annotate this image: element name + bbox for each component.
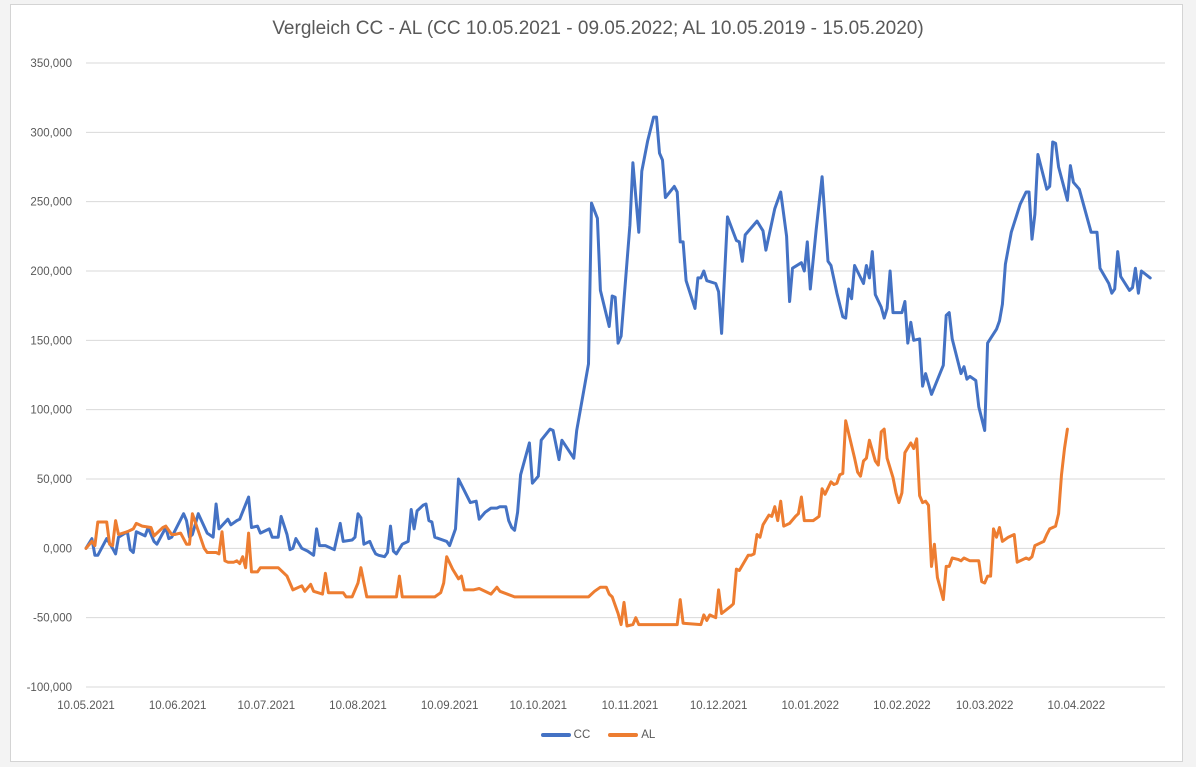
legend: CC AL bbox=[0, 729, 1196, 741]
y-tick-label: 150,000 bbox=[30, 335, 72, 347]
legend-item-cc[interactable]: CC bbox=[540, 729, 591, 741]
x-tick-label: 10.11.2021 bbox=[602, 700, 659, 712]
x-tick-label: 10.03.2022 bbox=[956, 700, 1014, 712]
x-tick-label: 10.07.2021 bbox=[238, 700, 296, 712]
gridlines bbox=[86, 62, 1165, 688]
x-tick-label: 10.04.2022 bbox=[1048, 700, 1106, 712]
legend-swatch-cc bbox=[540, 733, 571, 737]
x-tick-label: 10.06.2021 bbox=[149, 700, 207, 712]
x-tick-label: 10.02.2022 bbox=[873, 700, 931, 712]
legend-label-cc: CC bbox=[573, 729, 591, 741]
y-tick-label: 250,000 bbox=[30, 197, 72, 209]
y-tick-label: 100,000 bbox=[30, 405, 72, 417]
x-tick-label: 10.01.2022 bbox=[781, 700, 839, 712]
x-axis-ticks: 10.05.2021 10.06.2021 10.07.2021 10.08.2021… bbox=[57, 700, 1105, 712]
y-tick-label: 350,000 bbox=[30, 58, 72, 70]
legend-label-al: AL bbox=[641, 729, 656, 741]
y-tick-label: 0,000 bbox=[43, 543, 72, 555]
y-tick-label: 200,000 bbox=[30, 266, 72, 278]
x-tick-label: 10.05.2021 bbox=[57, 700, 115, 712]
x-tick-label: 10.12.2021 bbox=[690, 700, 748, 712]
x-tick-label: 10.10.2021 bbox=[510, 700, 568, 712]
data-series bbox=[84, 115, 1152, 628]
chart-title: Vergleich CC - AL (CC 10.05.2021 - 09.05… bbox=[272, 18, 924, 39]
x-tick-label: 10.08.2021 bbox=[329, 700, 387, 712]
y-axis-ticks: 350,000 300,000 250,000 200,000 150,000 100,0… bbox=[27, 58, 72, 694]
series-line-al[interactable] bbox=[84, 419, 1069, 628]
y-tick-label: -50,000 bbox=[33, 613, 72, 625]
series-line-cc[interactable] bbox=[84, 115, 1152, 559]
legend-item-al[interactable]: AL bbox=[608, 729, 655, 741]
x-tick-label: 10.09.2021 bbox=[421, 700, 479, 712]
y-tick-label: 300,000 bbox=[30, 127, 72, 139]
y-tick-label: -100,000 bbox=[27, 682, 72, 694]
legend-swatch-al bbox=[608, 733, 639, 737]
y-tick-label: 50,000 bbox=[37, 474, 72, 486]
